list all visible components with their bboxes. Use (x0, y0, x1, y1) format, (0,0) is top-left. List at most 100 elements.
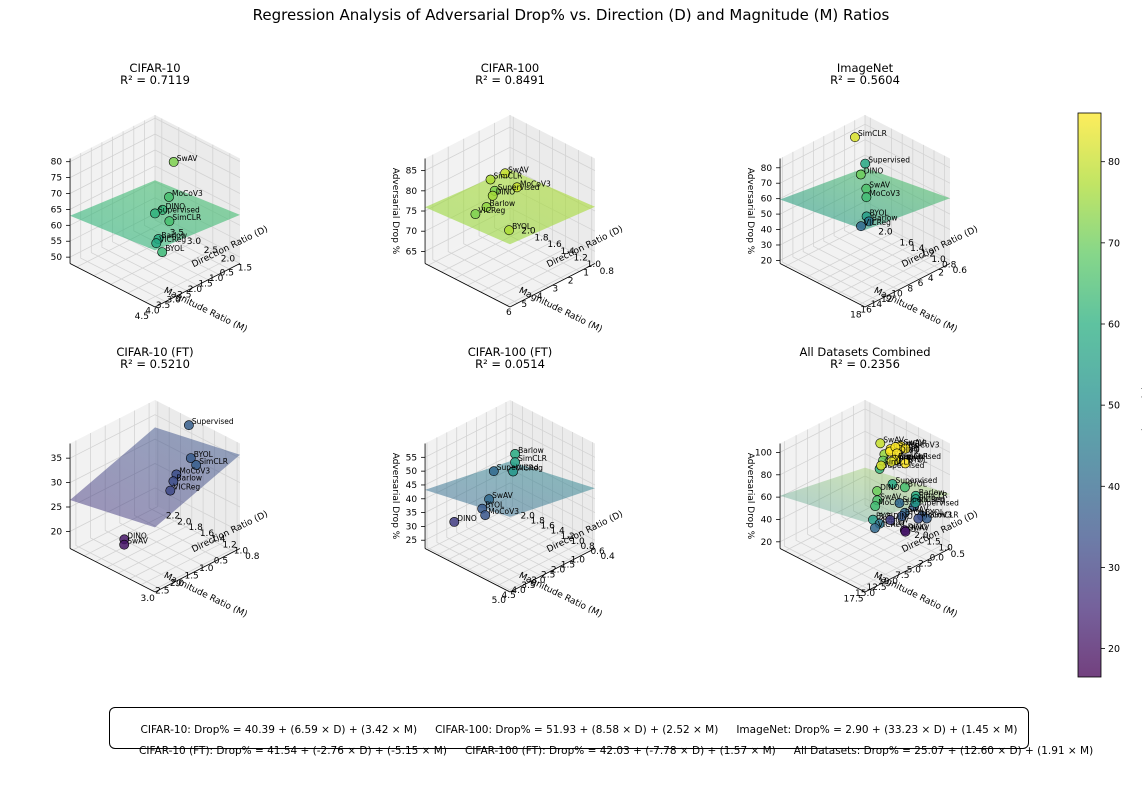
d-tick-label: 1.2 (921, 249, 935, 259)
point-label-swav: SwAV (908, 505, 930, 514)
gridline-m (830, 417, 916, 567)
point-label-swav: SwAV (127, 537, 149, 546)
d-tick-label: 1.8 (530, 516, 545, 526)
gridline-d (487, 432, 573, 581)
axis-label-m: Magnitude Ratio (M) (162, 571, 248, 620)
z-tick-label: 20 (761, 256, 773, 266)
m-tick-label: 1 (583, 269, 589, 279)
m-tick-label: 0.5 (220, 269, 234, 279)
pane-left-wall (425, 400, 510, 549)
point-label-barlow: Barlow (490, 199, 516, 208)
gridline-d (857, 439, 944, 589)
m-tick-label: 1.5 (184, 572, 198, 582)
data-point-dino (487, 190, 498, 201)
point-label-mocov3: MoCoV3 (488, 507, 519, 516)
z-tick-label: 40 (761, 515, 773, 525)
point-label-barlow: Barlow (872, 213, 898, 222)
m-tick-label: 2.0 (170, 579, 185, 589)
z-tick-label: 55 (406, 453, 417, 463)
m-tick-label: 2.0 (551, 566, 566, 576)
gridline-m (75, 440, 162, 590)
data-point-vicreg (886, 456, 897, 467)
d-tick-label: 0.8 (600, 267, 615, 277)
z-tick-label: 35 (406, 509, 417, 519)
gridline-m (436, 437, 523, 587)
data-point-simclr (485, 174, 496, 185)
m-tick-label: 17.5 (844, 595, 864, 605)
axis-label-z: Adversarial Drop % (390, 453, 400, 540)
z-tick-label: 45 (406, 481, 417, 491)
d-tick-label: 2.2 (166, 511, 180, 521)
m-tick-label: 4.0 (511, 586, 526, 596)
axis-line-d (424, 263, 511, 308)
point-label-dino: DINO (496, 188, 516, 197)
point-label-mocov3: MoCoV3 (921, 511, 952, 520)
point-label-dino: DINO (908, 522, 928, 531)
d-tick-label: 1.2 (560, 532, 574, 542)
data-point-byol (897, 511, 907, 522)
z-tick-label: 70 (761, 179, 773, 189)
gridline-d (467, 421, 553, 571)
d-tick-label: 0.4 (600, 552, 615, 562)
point-label-dino: DINO (457, 514, 477, 523)
gridline-z (779, 430, 951, 476)
panel-r2: R² = 0.2356 (830, 357, 900, 371)
gridline-z (779, 453, 951, 498)
data-point-supervised (488, 466, 499, 477)
m-tick-label: 2.0 (188, 285, 203, 295)
point-label-supervised: Supervised (896, 476, 938, 485)
d-tick-label: 0.6 (590, 547, 605, 557)
axis-line-d (424, 548, 511, 593)
data-point-byol (185, 453, 196, 463)
gridline-m (466, 422, 552, 572)
z-tick-label: 60 (761, 195, 773, 205)
point-label-dino: DINO (127, 531, 147, 540)
point-label-byol: BYOL (512, 222, 532, 231)
point-label-simclr: SimCLR (899, 452, 928, 461)
d-tick-label: 2.0 (520, 511, 535, 521)
data-point-vicreg (470, 209, 481, 219)
data-point-mocov3 (480, 510, 491, 520)
data-point-vicreg (508, 466, 518, 477)
point-label-simclr: SimCLR (898, 439, 927, 448)
point-label-byol: BYOL (194, 450, 214, 459)
gridline-m (119, 418, 205, 567)
gridline-d (467, 136, 553, 286)
d-tick-label: 0.6 (953, 266, 968, 276)
panel-title: CIFAR-100 (481, 61, 539, 75)
point-label-supervised: Supervised (158, 205, 200, 214)
point-label-simclr: SimCLR (494, 172, 523, 181)
m-tick-label: 5.0 (907, 565, 922, 575)
gridline-z (69, 165, 241, 210)
axis-label-m: Magnitude Ratio (M) (162, 286, 248, 335)
point-label-supervised: Supervised (498, 183, 540, 192)
z-tick-label: 80 (761, 164, 773, 174)
gridline-m (795, 435, 882, 585)
axis-line-d (779, 548, 866, 593)
gridline-d (859, 155, 945, 305)
data-point-swav (900, 526, 911, 537)
figure-title: Regression Analysis of Adversarial Drop%… (252, 6, 890, 24)
gridline-m (475, 417, 562, 567)
m-tick-label: 3 (552, 284, 558, 294)
colorbar-gradient (1077, 112, 1102, 678)
regression-surface (425, 169, 595, 245)
gridline-d (477, 426, 563, 576)
d-tick-label: 1.0 (570, 537, 585, 547)
axis-label-m: Magnitude Ratio (M) (517, 286, 603, 335)
point-label-byol: BYOL (905, 508, 925, 517)
d-tick-label: 1.8 (534, 233, 549, 243)
panel-r2: R² = 0.0514 (475, 357, 545, 371)
axis-line-m (509, 548, 596, 593)
data-point-mocov3 (164, 192, 174, 202)
point-label-swav: SwAV (177, 154, 199, 163)
equations-legend: CIFAR-10: Drop% = 40.39 + (6.59 × D) + (… (109, 707, 1093, 757)
d-tick-label: 1.5 (238, 263, 252, 273)
data-point-byol (900, 482, 910, 493)
point-label-mocov3: MoCoV3 (172, 189, 203, 198)
m-tick-label: 0.0 (930, 554, 945, 564)
d-tick-label: 1.6 (540, 522, 555, 532)
point-label-vicreg: VICReg (173, 483, 200, 492)
panel-r2: R² = 0.5210 (120, 357, 190, 371)
